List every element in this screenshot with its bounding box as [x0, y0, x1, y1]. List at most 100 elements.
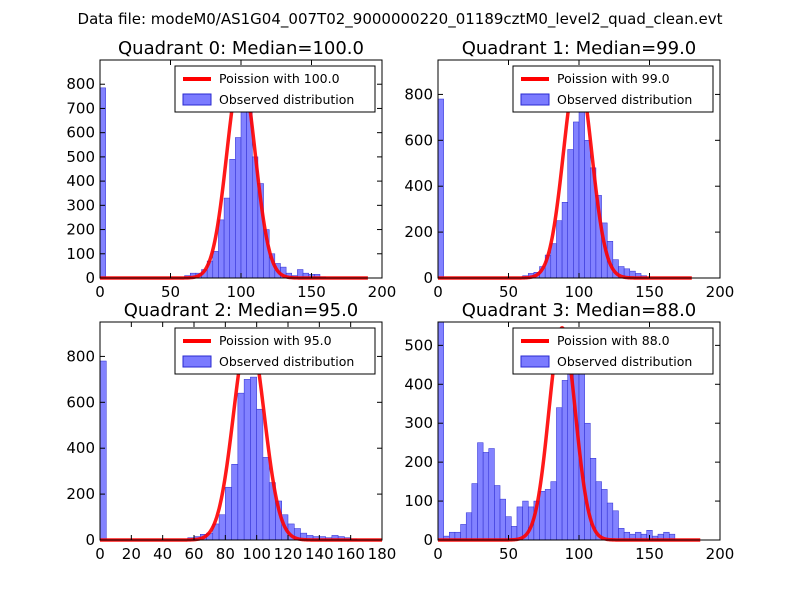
y-tick-label: 500 [66, 148, 95, 166]
histogram-bar [601, 489, 608, 541]
histogram-bar [488, 448, 495, 541]
histogram-bar [612, 510, 619, 541]
histogram-bar [99, 87, 106, 279]
y-tick-label: 500 [404, 336, 433, 354]
y-tick-label: 200 [66, 221, 95, 239]
x-tick-label: 100 [242, 545, 271, 563]
histogram-bar [223, 197, 230, 279]
x-tick-label: 100 [227, 283, 256, 301]
histogram-bar [550, 243, 557, 279]
legend: Poission with 100.0 Observed distribution [174, 65, 376, 113]
histogram-bar [218, 219, 225, 279]
x-tick-label: 80 [216, 545, 235, 563]
histogram-bar [262, 457, 270, 541]
histogram-bar [225, 486, 232, 541]
x-tick-label: 60 [184, 545, 203, 563]
x-tick-label: 0 [433, 283, 443, 301]
x-tick-label: 50 [499, 283, 518, 301]
histogram-bar [494, 485, 501, 541]
legend: Poission with 88.0 Observed distribution [512, 327, 714, 375]
y-tick-label: 600 [66, 393, 95, 411]
histogram-bar [465, 512, 473, 541]
histogram-bar [516, 506, 523, 541]
legend: Poission with 95.0 Observed distribution [174, 327, 376, 375]
histogram-bar [240, 110, 247, 279]
y-tick-label: 600 [66, 124, 95, 142]
legend-patch-swatch [182, 355, 212, 368]
x-tick-label: 120 [274, 545, 303, 563]
histogram-bar [477, 442, 484, 541]
histogram-bar [606, 502, 614, 541]
histogram-bar [573, 121, 580, 279]
legend-patch-swatch [520, 93, 550, 106]
histogram-bar [584, 422, 591, 541]
subplot-title: Quadrant 2: Median=95.0 [124, 300, 359, 321]
x-tick-label: 200 [368, 283, 397, 301]
legend-box [174, 65, 376, 113]
axes-frame [99, 321, 383, 541]
y-tick-label: 200 [404, 453, 433, 471]
histogram-bar [499, 498, 506, 541]
x-tick-label: 150 [297, 283, 326, 301]
x-tick-label: 200 [706, 283, 735, 301]
y-tick-label: 200 [66, 485, 95, 503]
legend-label-observed: Observed distribution [557, 92, 692, 107]
x-tick-label: 200 [706, 545, 735, 563]
subplot-title: Quadrant 1: Median=99.0 [462, 38, 697, 59]
subplot-title: Quadrant 0: Median=100.0 [118, 38, 364, 59]
x-tick-label: 0 [95, 545, 105, 563]
legend: Poission with 99.0 Observed distribution [512, 65, 714, 113]
histogram-bar [256, 408, 264, 541]
histogram-bar [437, 321, 444, 541]
y-tick-label: 400 [66, 439, 95, 457]
histogram-bar [235, 137, 242, 279]
x-tick-label: 40 [153, 545, 172, 563]
y-tick-label: 400 [66, 172, 95, 190]
histogram-bar [539, 491, 546, 541]
y-tick-label: 200 [404, 223, 433, 241]
legend-label-observed: Observed distribution [219, 92, 354, 107]
legend-label-fit: Poission with 100.0 [219, 71, 340, 86]
y-tick-label: 400 [404, 375, 433, 393]
histogram-bar [584, 140, 591, 279]
histogram-bar [561, 380, 568, 541]
x-tick-label: 160 [336, 545, 365, 563]
y-tick-label: 700 [66, 99, 95, 117]
y-tick-label: 100 [404, 492, 433, 510]
histogram-bar [437, 98, 444, 279]
histogram-bar [471, 483, 478, 541]
y-tick-label: 0 [85, 531, 95, 549]
subplot-quadrant-1: Quadrant 1: Median=99.0 0 50 100 150 200 0 200 4… [404, 38, 734, 301]
histogram-bar [578, 107, 585, 279]
histogram-bar [556, 220, 563, 279]
histogram-bar [556, 407, 563, 541]
histogram-bar [237, 392, 245, 541]
histogram-bar [231, 464, 239, 541]
y-tick-label: 600 [404, 131, 433, 149]
legend-patch-swatch [182, 93, 212, 106]
y-tick-label: 300 [66, 196, 95, 214]
histogram-bar [567, 149, 574, 279]
x-tick-label: 140 [305, 545, 334, 563]
subplot-quadrant-2: Quadrant 2: Median=95.0 0 20 40 60 80 100 120 14… [66, 300, 396, 563]
histogram-bar [99, 360, 107, 541]
histogram-bar [218, 514, 226, 541]
histogram-bar [243, 379, 251, 541]
x-tick-label: 50 [499, 545, 518, 563]
histogram-bar [550, 481, 557, 541]
x-tick-label: 0 [433, 545, 443, 563]
histogram-bar [212, 251, 219, 279]
histogram-bar [561, 202, 568, 279]
x-tick-label: 50 [161, 283, 180, 301]
x-tick-label: 0 [95, 283, 105, 301]
subplots: Quadrant 0: Median=100.00 50 100 150 2000100… [66, 38, 734, 563]
legend-label-observed: Observed distribution [557, 354, 692, 369]
x-tick-label: 20 [122, 545, 141, 563]
y-tick-label: 0 [423, 531, 433, 549]
histogram-bar [544, 489, 552, 541]
y-tick-label: 300 [404, 414, 433, 432]
y-tick-label: 800 [404, 85, 433, 103]
y-tick-label: 0 [423, 269, 433, 287]
legend-label-fit: Poission with 88.0 [557, 333, 670, 348]
